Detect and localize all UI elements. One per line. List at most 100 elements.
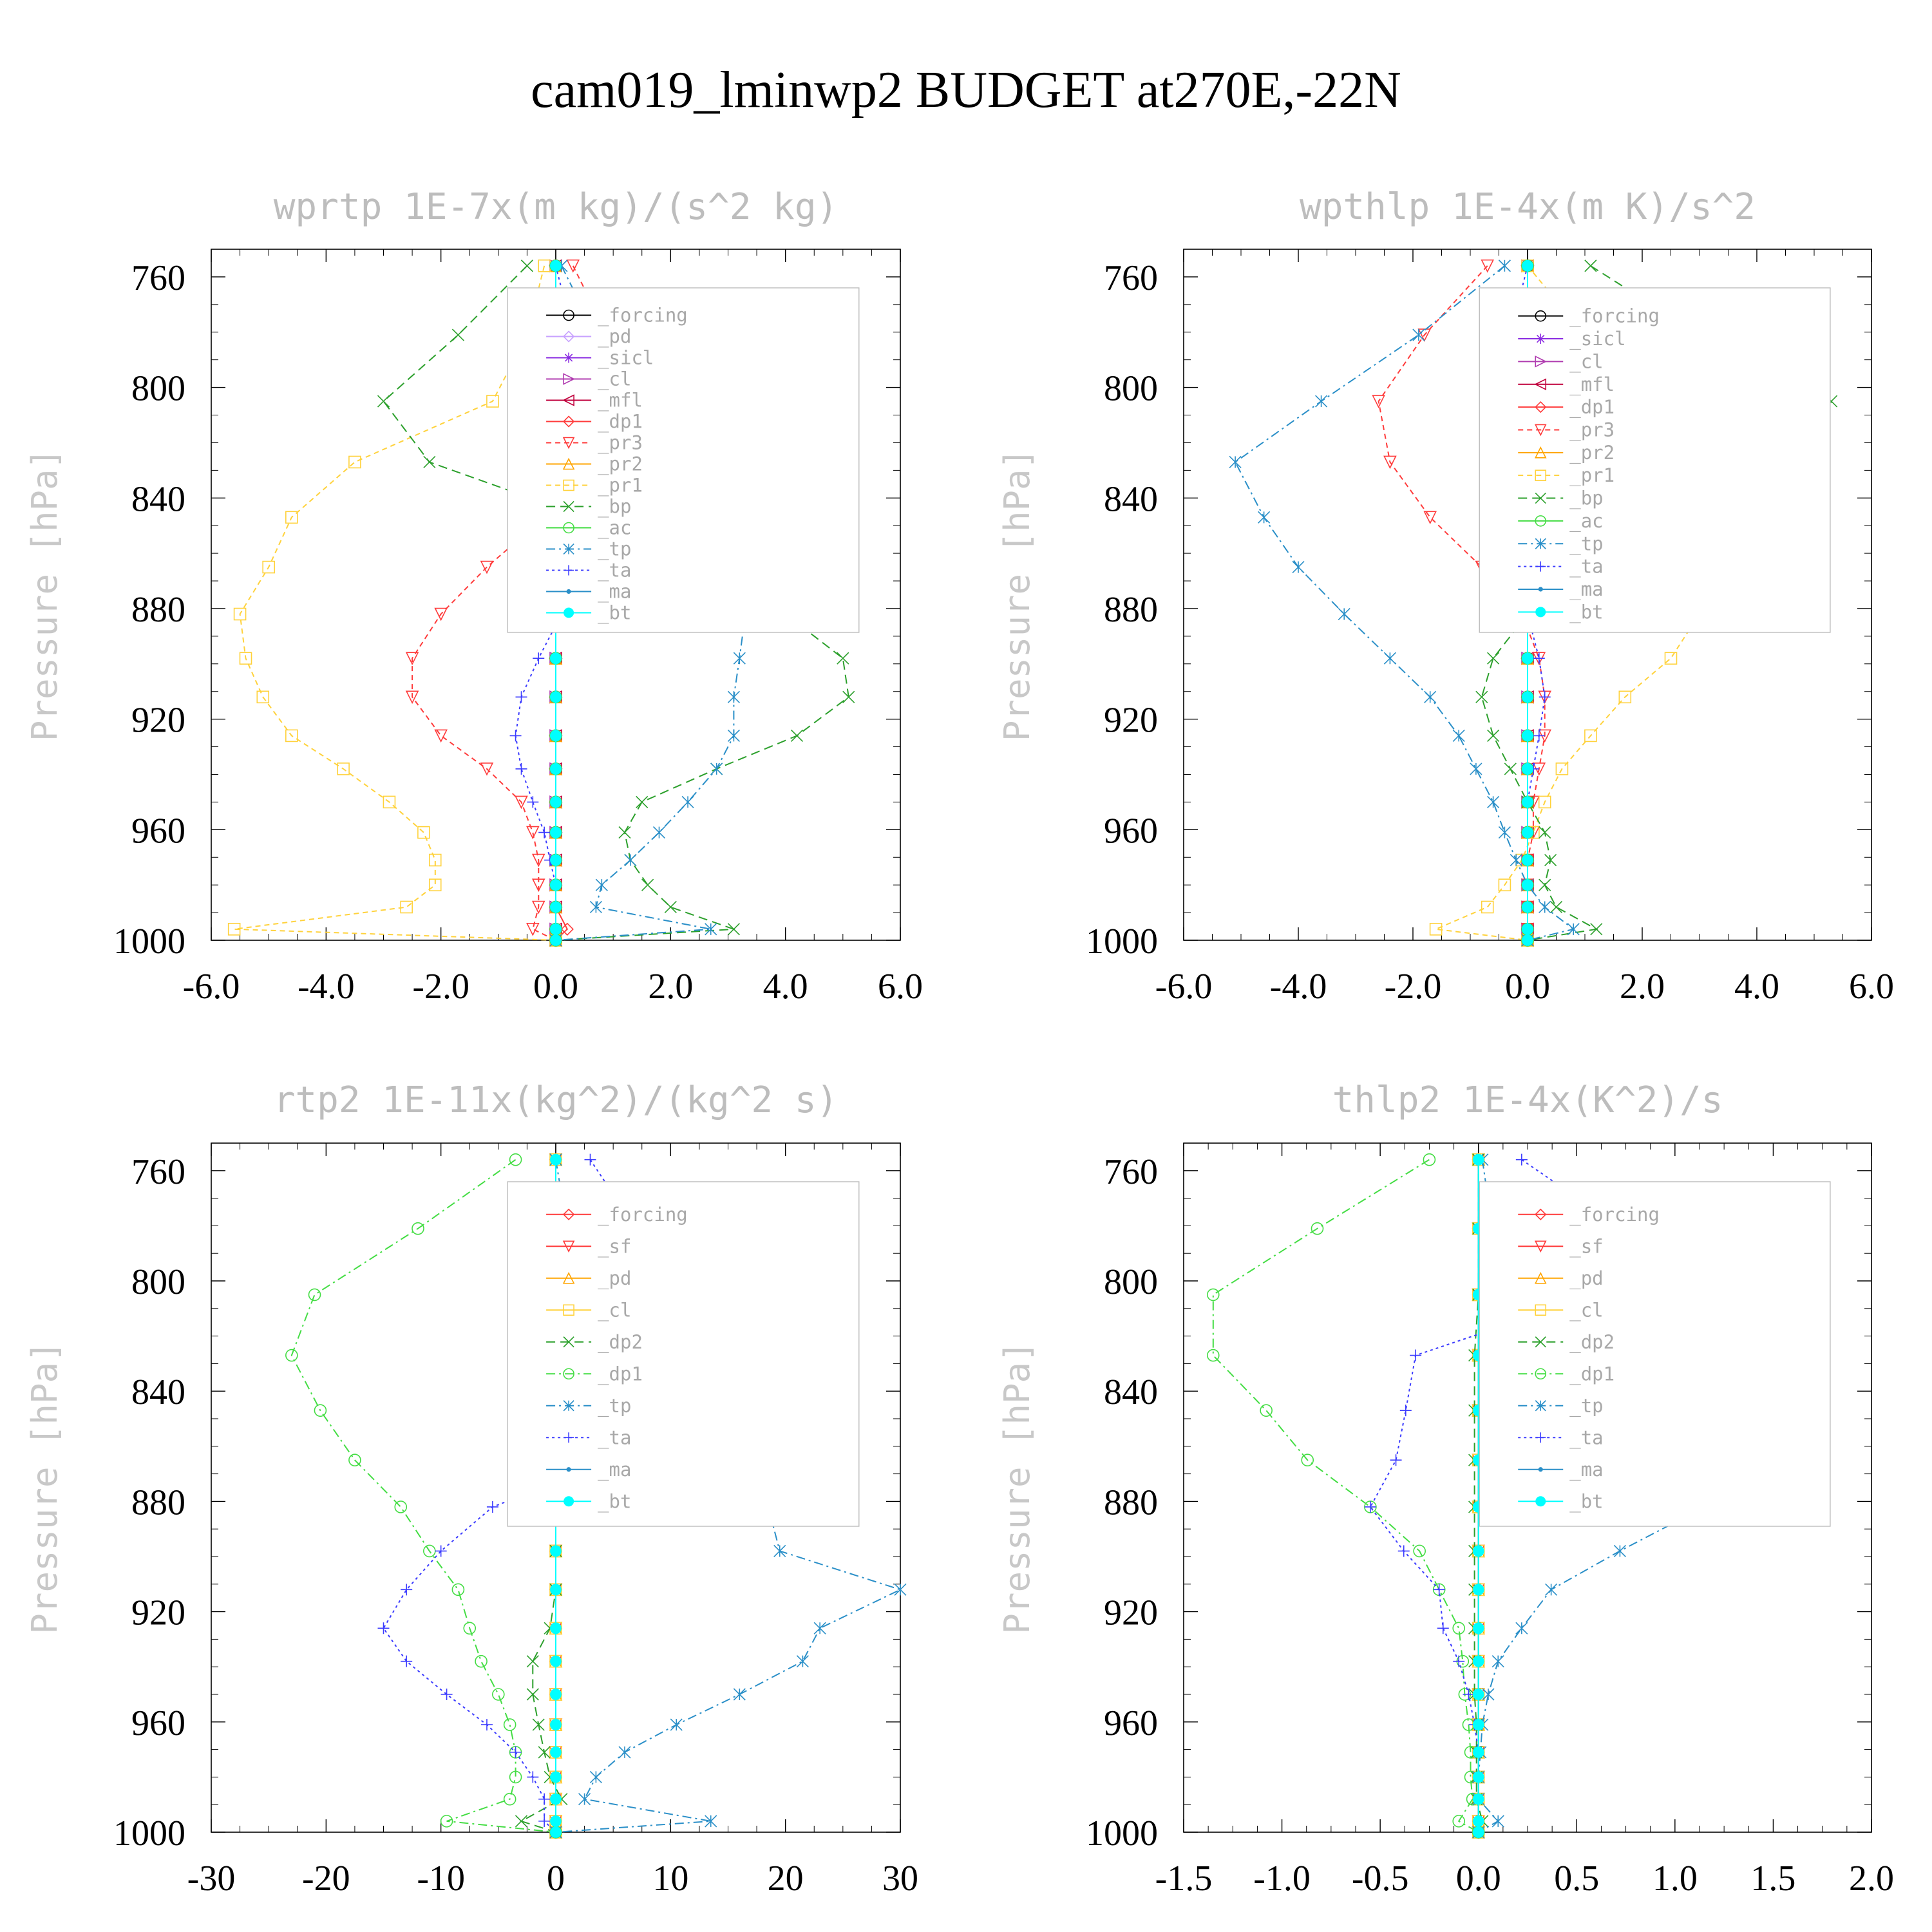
legend-marker (562, 457, 575, 470)
data-point (1433, 1584, 1445, 1596)
data-point (1229, 455, 1242, 469)
data-point (1364, 1501, 1376, 1513)
legend-label: _bt (598, 602, 631, 625)
legend-marker (1535, 1304, 1547, 1316)
legend-marker (1535, 1208, 1547, 1220)
data-point (578, 1793, 591, 1806)
legend-item: _pd (1518, 1267, 1604, 1290)
x-tick-label: -10 (417, 1859, 465, 1899)
data-point (1515, 1153, 1528, 1166)
data-point (401, 1655, 413, 1667)
chart-panel-3: rtp2 1E-11x(kg^2)/(kg^2 s) Pressure [hPa]… (24, 1079, 918, 1899)
data-point (285, 1349, 298, 1362)
data-point (1453, 1655, 1465, 1667)
legend-label: _forcing (598, 1204, 688, 1226)
data-point (1423, 511, 1437, 525)
data-point (1522, 652, 1533, 665)
data-point (550, 796, 562, 808)
data-point (1481, 900, 1494, 914)
legend-label: _tp (598, 538, 631, 561)
y-tick-label: 840 (1104, 479, 1158, 519)
legend-marker (563, 522, 574, 534)
legend-item: _tp (546, 1395, 631, 1417)
legend-item: _cl (546, 368, 631, 391)
legend-label: _bt (1569, 601, 1603, 623)
legend-label: _ma (598, 1459, 631, 1481)
data-point (1538, 795, 1551, 809)
legend-label: _forcing (1569, 305, 1660, 328)
legend-label: _mfl (598, 390, 643, 412)
series-line (290, 1159, 556, 1833)
data-point (550, 879, 562, 891)
x-tick-label: -1.5 (1155, 1859, 1213, 1899)
legend-marker (1534, 378, 1547, 391)
data-point (434, 607, 448, 621)
data-point (1475, 690, 1488, 703)
data-point (550, 1689, 562, 1700)
data-point (1206, 1349, 1220, 1362)
series-line (1378, 265, 1546, 940)
data-point (550, 652, 562, 665)
legend-marker (562, 1240, 575, 1253)
data-point (1470, 762, 1482, 775)
legend-item: _sicl (1518, 328, 1626, 350)
data-point (1472, 1655, 1484, 1667)
legend-marker (562, 1271, 575, 1284)
y-tick-label: 840 (131, 1372, 185, 1412)
legend-item: _forcing (1518, 1204, 1660, 1226)
legend-item: _ma (546, 1459, 631, 1481)
x-tick-label: 1.5 (1750, 1859, 1795, 1899)
data-point (348, 455, 361, 469)
legend-label: _dp2 (1569, 1331, 1615, 1354)
y-axis-label: Pressure [hPa] (997, 1341, 1037, 1634)
data-point (1555, 762, 1569, 775)
data-point (790, 729, 804, 742)
x-tick-label: 2.0 (1849, 1859, 1894, 1899)
legend-item: _ta (546, 560, 631, 582)
y-tick-label: 760 (131, 1152, 185, 1192)
data-point (509, 1770, 522, 1784)
data-point (550, 1655, 562, 1667)
x-tick-label: -2.0 (412, 967, 469, 1007)
data-point (405, 690, 419, 705)
data-point (405, 652, 419, 666)
data-point (1544, 853, 1557, 867)
data-point (560, 922, 574, 936)
data-point (1545, 1583, 1558, 1596)
legend-marker (566, 589, 571, 594)
legend: _forcing _sf _pd _cl _dp2 _dp1 _tp _ta _ma _bt (507, 1181, 860, 1527)
legend-label: _pd (598, 326, 631, 348)
legend-label: _cl (1569, 1299, 1603, 1321)
legend-item: _forcing (546, 1204, 688, 1226)
data-point (1492, 1815, 1504, 1828)
data-point (618, 1746, 631, 1759)
data-point (428, 878, 442, 891)
data-point (641, 878, 654, 891)
legend-item: _dp1 (546, 1363, 643, 1385)
data-point (566, 259, 580, 273)
data-point (1522, 796, 1533, 808)
legend-marker (1535, 1368, 1547, 1380)
legend: _forcing_sicl_cl_mfl_dp1_pr3_pr2_pr1_bp_… (1479, 287, 1831, 633)
data-point (538, 826, 551, 838)
data-point (1429, 923, 1443, 936)
data-point (670, 1718, 683, 1731)
data-point (1664, 652, 1678, 665)
legend-item: _mfl (546, 390, 643, 412)
data-point (394, 1501, 408, 1513)
data-point (1472, 1793, 1484, 1805)
y-tick-label: 960 (1104, 1703, 1158, 1743)
data-point (538, 1746, 551, 1759)
y-tick-label: 800 (131, 1262, 185, 1302)
data-point (531, 853, 545, 867)
data-point (727, 923, 740, 936)
legend-marker (563, 500, 574, 513)
legend-marker (1535, 310, 1547, 322)
data-point (233, 607, 247, 621)
y-tick-label: 880 (1104, 1482, 1158, 1522)
data-point (550, 1584, 562, 1596)
data-point (262, 560, 275, 574)
x-tick-label: 2.0 (1620, 967, 1665, 1007)
data-point (1315, 395, 1328, 408)
data-point (401, 1584, 413, 1596)
